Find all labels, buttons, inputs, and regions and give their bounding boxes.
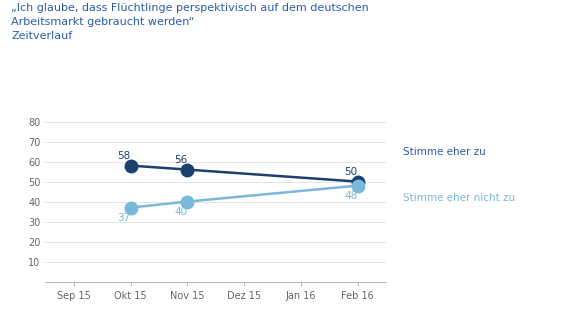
Text: 37: 37 (117, 212, 131, 223)
Text: Stimme eher zu: Stimme eher zu (403, 147, 486, 156)
Text: 40: 40 (174, 207, 187, 217)
Text: 56: 56 (174, 155, 187, 164)
Text: 58: 58 (117, 151, 131, 161)
Text: „Ich glaube, dass Flüchtlinge perspektivisch auf dem deutschen
Arbeitsmarkt gebr: „Ich glaube, dass Flüchtlinge perspektiv… (11, 3, 369, 41)
Text: 50: 50 (344, 167, 358, 177)
Text: Stimme eher nicht zu: Stimme eher nicht zu (403, 193, 515, 203)
Text: 48: 48 (344, 191, 358, 201)
